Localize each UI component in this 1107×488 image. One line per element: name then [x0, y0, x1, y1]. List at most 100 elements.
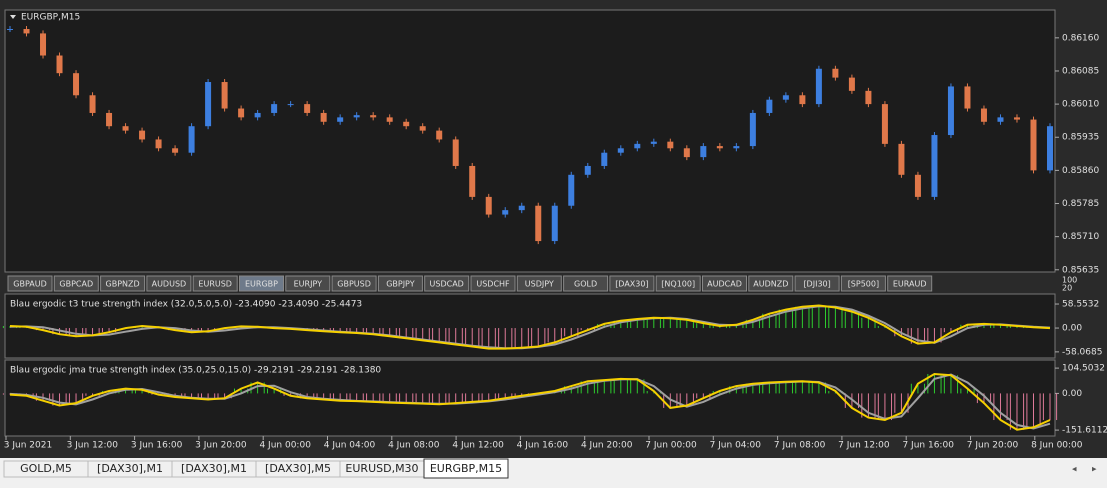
- symbol-button-label[interactable]: GBPCAD: [59, 280, 93, 289]
- x-tick-label: 7 Jun 20:00: [967, 441, 1019, 451]
- symbol-button-label[interactable]: EURAUD: [893, 280, 927, 289]
- symbol-button-label[interactable]: EURJPY: [294, 280, 322, 289]
- candle: [733, 146, 740, 149]
- tab-label[interactable]: [DAX30],M1: [97, 462, 163, 475]
- x-tick-label: 4 Jun 04:00: [324, 441, 376, 451]
- candle: [634, 143, 641, 149]
- symbol-button[interactable]: [702, 275, 747, 292]
- symbol-button-label[interactable]: GOLD: [574, 280, 597, 289]
- candle: [980, 108, 987, 122]
- candle: [188, 126, 195, 153]
- menu-arrow[interactable]: [10, 15, 16, 19]
- symbol-button[interactable]: [516, 275, 562, 292]
- symbol-button-label[interactable]: [NQ100]: [661, 280, 695, 289]
- candle: [964, 86, 971, 109]
- symbol-button-label[interactable]: AUDUSD: [152, 280, 187, 289]
- tab-label[interactable]: GOLD,M5: [20, 462, 72, 475]
- candle: [155, 139, 162, 149]
- symbol-button[interactable]: [53, 275, 99, 292]
- symbol-button-label[interactable]: GBPAUD: [13, 280, 47, 289]
- symbol-button[interactable]: [840, 275, 886, 292]
- symbol-button[interactable]: [748, 275, 794, 292]
- symbol-button[interactable]: [563, 275, 609, 292]
- candle: [287, 104, 294, 106]
- symbol-button-label[interactable]: USDCAD: [430, 280, 464, 289]
- y-tick-label: 0.85635: [1062, 265, 1099, 275]
- symbol-button-label[interactable]: AUDCAD: [707, 280, 742, 289]
- symbol-button-label[interactable]: [DAX30]: [615, 280, 648, 289]
- symbol-button[interactable]: [794, 275, 840, 292]
- x-tick-label: 3 Jun 20:00: [195, 441, 247, 451]
- symbol-button[interactable]: [285, 275, 331, 292]
- symbol-button-label[interactable]: GBPUSD: [337, 280, 371, 289]
- candle: [485, 196, 492, 215]
- symbol-button[interactable]: [424, 275, 470, 292]
- symbol-button-label[interactable]: [DJI30]: [803, 280, 830, 289]
- tab-label[interactable]: [DAX30],M1: [181, 462, 247, 475]
- candle: [898, 143, 905, 175]
- candle: [997, 117, 1004, 122]
- symbol-button-label[interactable]: GBPNZD: [106, 280, 140, 289]
- tab-label[interactable]: EURGBP,M15: [430, 462, 502, 475]
- tab-label[interactable]: EURUSD,M30: [345, 462, 418, 475]
- symbol-button-label[interactable]: AUDNZD: [753, 280, 788, 289]
- candle: [1013, 117, 1020, 120]
- symbol-button[interactable]: [377, 275, 423, 292]
- candle: [89, 95, 96, 113]
- symbol-button[interactable]: [887, 275, 933, 292]
- candle: [584, 165, 591, 175]
- candle: [568, 174, 575, 206]
- candle: [139, 130, 146, 140]
- tab-label[interactable]: [DAX30],M5: [265, 462, 331, 475]
- y-tick-label: 104.5032: [1062, 364, 1105, 374]
- candle: [848, 77, 855, 91]
- scroll-right[interactable]: ▸: [1092, 465, 1097, 475]
- candle: [502, 210, 509, 215]
- indicator-label: Blau ergodic t3 true strength index (32.…: [10, 300, 362, 310]
- candle: [337, 117, 344, 122]
- candle: [106, 112, 113, 127]
- symbol-button-label[interactable]: GBPJPY: [386, 280, 415, 289]
- candle: [832, 68, 839, 78]
- symbol-button[interactable]: [470, 275, 516, 292]
- candle: [683, 148, 690, 158]
- y-tick-label: 0.86010: [1062, 100, 1099, 110]
- tsi-line: [9, 304, 1051, 350]
- x-tick-label: 7 Jun 08:00: [774, 441, 826, 451]
- x-tick-label: 4 Jun 20:00: [581, 441, 633, 451]
- x-tick-label: 3 Jun 2021: [4, 441, 52, 451]
- candle: [931, 135, 938, 197]
- candle: [914, 174, 921, 197]
- candle: [436, 130, 443, 140]
- symbol-button-label[interactable]: EURUSD: [198, 280, 232, 289]
- y-tick-label: -151.6112: [1062, 426, 1107, 436]
- symbol-button[interactable]: [609, 275, 655, 292]
- tsi-line: [9, 372, 1051, 431]
- symbol-button[interactable]: [655, 275, 701, 292]
- candle: [1030, 119, 1037, 171]
- symbol-button[interactable]: [192, 275, 238, 292]
- candle: [881, 104, 888, 144]
- symbol-button[interactable]: [331, 275, 377, 292]
- symbol-button[interactable]: [239, 275, 284, 292]
- candle: [716, 146, 723, 149]
- symbol-button[interactable]: [146, 275, 192, 292]
- x-tick-label: 4 Jun 08:00: [388, 441, 440, 451]
- x-tick-label: 4 Jun 16:00: [517, 441, 569, 451]
- tab[interactable]: [423, 458, 509, 479]
- symbol-button[interactable]: [100, 275, 146, 292]
- x-tick-label: 3 Jun 12:00: [67, 441, 119, 451]
- scroll-left[interactable]: ◂: [1072, 465, 1077, 475]
- symbol-button[interactable]: [7, 275, 53, 292]
- symbol-button-label[interactable]: USDCHF: [476, 280, 510, 289]
- symbol-button-label[interactable]: USDJPY: [525, 280, 554, 289]
- symbol-button-label[interactable]: [SP500]: [848, 280, 879, 289]
- candle: [271, 104, 278, 113]
- symbol-button-label[interactable]: EURGBP: [245, 280, 278, 289]
- y-tick-label: 0.00: [1062, 324, 1082, 334]
- candle: [419, 126, 426, 131]
- candle: [73, 73, 80, 96]
- scale-label: 20: [1062, 284, 1072, 293]
- candle: [403, 121, 410, 127]
